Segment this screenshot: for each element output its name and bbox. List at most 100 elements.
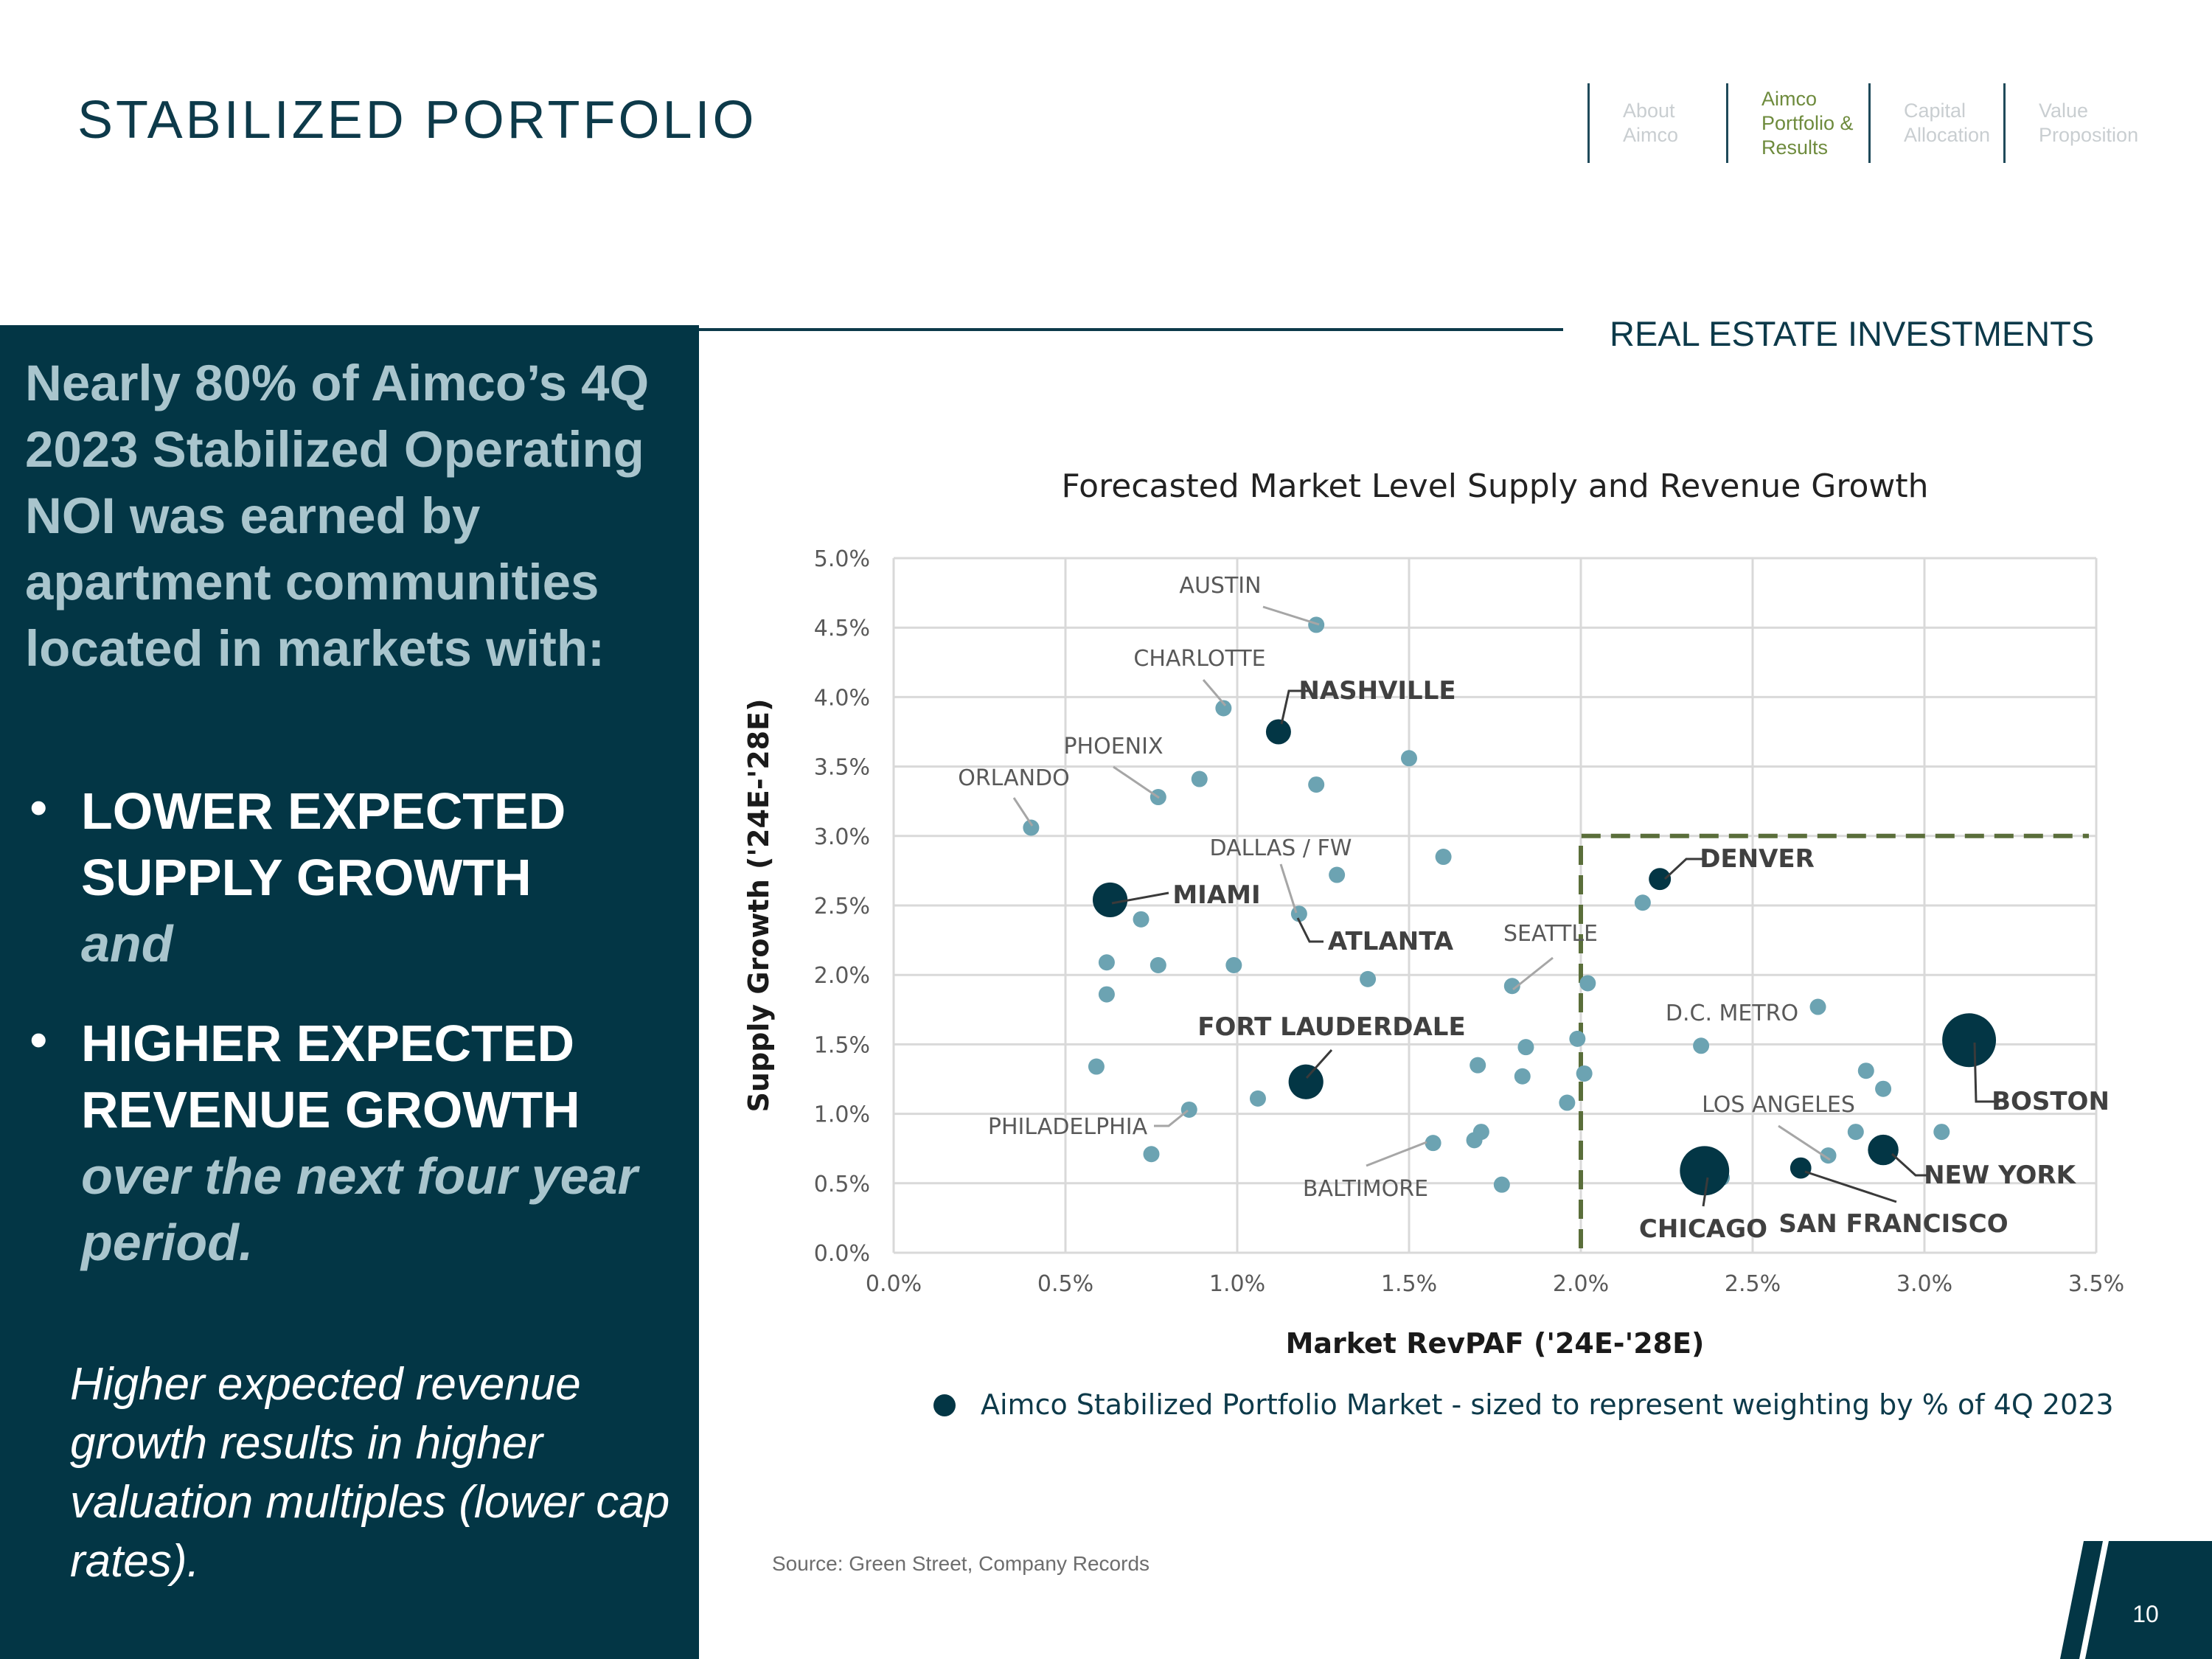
source-note: Source: Green Street, Company Records: [772, 1552, 1150, 1575]
y-tick-label: 1.0%: [814, 1102, 870, 1128]
market-point: [1150, 957, 1166, 974]
leader-line: [1280, 689, 1310, 725]
threshold-line: [1579, 833, 2089, 1248]
header-rule: [699, 328, 1563, 331]
bullet-dot-1: •: [29, 779, 48, 836]
market-point: [1569, 1030, 1586, 1047]
aimco-point: [1942, 1013, 1997, 1068]
x-axis-label: Market RevPAF ('24E-'28E): [1286, 1327, 1705, 1360]
market-point: [1634, 894, 1651, 911]
leader-line: [1279, 863, 1298, 914]
market-point: [1401, 750, 1417, 767]
nav-capital-allocation[interactable]: Capital Allocation: [1868, 83, 2003, 163]
nav-value-proposition[interactable]: Value Proposition: [2003, 83, 2149, 163]
point-label: BALTIMORE: [1303, 1176, 1428, 1202]
market-point: [1933, 1124, 1950, 1141]
leader-line: [1113, 765, 1160, 799]
x-tick-label: 2.5%: [1725, 1271, 1781, 1297]
market-point: [1098, 954, 1115, 971]
market-point: [1820, 1147, 1837, 1164]
chart-title: Forecasted Market Level Supply and Reven…: [1061, 467, 1928, 505]
aimco-point: [1868, 1134, 1899, 1166]
market-point: [1579, 975, 1596, 992]
badge-slash: [2060, 1541, 2103, 1659]
point-label: NASHVILLE: [1298, 676, 1455, 706]
leader-line: [1202, 679, 1227, 706]
page-number-badge: 10: [2060, 1541, 2212, 1659]
point-label: CHICAGO: [1639, 1214, 1767, 1244]
x-tick-label: 2.0%: [1553, 1271, 1609, 1297]
bullet-2-bold: HIGHER EXPECTED REVENUE GROWTH: [81, 1015, 580, 1138]
point-label: SAN FRANCISCO: [1778, 1209, 2008, 1239]
x-tick-label: 0.0%: [866, 1271, 922, 1297]
market-point: [1425, 1135, 1441, 1152]
market-point: [1308, 616, 1325, 633]
market-point: [1435, 849, 1452, 866]
market-point: [1857, 1062, 1874, 1079]
y-tick-label: 2.0%: [814, 963, 870, 989]
market-point: [1023, 819, 1040, 836]
bullet-higher-revenue: HIGHER EXPECTED REVENUE GROWTH over the …: [81, 1010, 671, 1276]
point-label: PHILADELPHIA: [988, 1114, 1148, 1140]
bullet-lower-supply: LOWER EXPECTED SUPPLY GROWTH and: [81, 778, 671, 977]
scatter-chart: Forecasted Market Level Supply and Reven…: [742, 467, 2124, 1421]
y-tick-label: 1.5%: [814, 1032, 870, 1058]
market-point: [1875, 1080, 1892, 1097]
y-tick-label: 3.0%: [814, 824, 870, 850]
nav-aimco-portfolio-results[interactable]: Aimco Portfolio & Results: [1726, 83, 1868, 163]
market-point: [1143, 1146, 1160, 1163]
point-label: ORLANDO: [958, 765, 1070, 791]
market-point: [1847, 1124, 1864, 1141]
point-label: NEW YORK: [1924, 1161, 2077, 1190]
market-point: [1225, 957, 1242, 974]
leader-line: [1804, 1170, 1897, 1203]
market-point: [1493, 1176, 1510, 1193]
point-label: SEATTLE: [1503, 921, 1598, 947]
market-point: [1329, 866, 1346, 883]
market-point: [1576, 1065, 1593, 1082]
market-point: [1503, 978, 1520, 995]
leader-line: [1702, 1177, 1709, 1207]
market-point: [1470, 1057, 1486, 1074]
market-point: [1693, 1037, 1710, 1054]
nav-about-aimco[interactable]: About Aimco: [1587, 83, 1726, 163]
market-point: [1308, 776, 1325, 793]
point-label: BOSTON: [1992, 1087, 2110, 1116]
left-panel-heading: Nearly 80% of Aimco’s 4Q 2023 Stabilized…: [25, 355, 650, 677]
x-tick-label: 3.0%: [1896, 1271, 1952, 1297]
market-point: [1249, 1090, 1266, 1107]
aimco-point: [1790, 1157, 1812, 1179]
point-label: MIAMI: [1172, 880, 1260, 910]
left-panel: [0, 325, 699, 1659]
bullet-2-italic: over the next four year period.: [81, 1147, 638, 1271]
point-label: DENVER: [1700, 844, 1815, 874]
leader-line: [1366, 1141, 1427, 1167]
leader-line: [1891, 1152, 1930, 1177]
aimco-point: [1680, 1146, 1730, 1196]
aimco-point: [1649, 868, 1672, 891]
y-tick-label: 3.5%: [814, 755, 870, 781]
point-label: PHOENIX: [1063, 734, 1163, 759]
aimco-point: [1265, 719, 1291, 745]
leader-line: [1973, 1042, 2000, 1103]
y-tick-label: 0.0%: [814, 1241, 870, 1267]
page-number: 10: [2132, 1601, 2159, 1627]
aimco-point: [1288, 1064, 1324, 1099]
point-label: DALLAS / FW: [1210, 835, 1352, 861]
market-point: [1360, 970, 1377, 987]
y-axis-label: Supply Growth ('24E-'28E): [742, 699, 775, 1113]
y-tick-label: 0.5%: [814, 1172, 870, 1197]
leader-line: [1778, 1124, 1831, 1161]
market-point: [1098, 986, 1115, 1003]
point-label: AUSTIN: [1179, 573, 1261, 599]
page-title: STABILIZED PORTFOLIO: [77, 91, 757, 150]
bullet-1-bold: LOWER EXPECTED SUPPLY GROWTH: [81, 782, 566, 906]
x-tick-label: 0.5%: [1037, 1271, 1093, 1297]
point-label: FORT LAUDERDALE: [1197, 1012, 1465, 1042]
leader-line: [1012, 797, 1034, 827]
leader-line: [1512, 956, 1554, 991]
market-point: [1559, 1094, 1576, 1111]
market-point: [1514, 1068, 1531, 1085]
leader-line: [1262, 605, 1320, 626]
bullet-1-italic: and: [81, 915, 173, 973]
